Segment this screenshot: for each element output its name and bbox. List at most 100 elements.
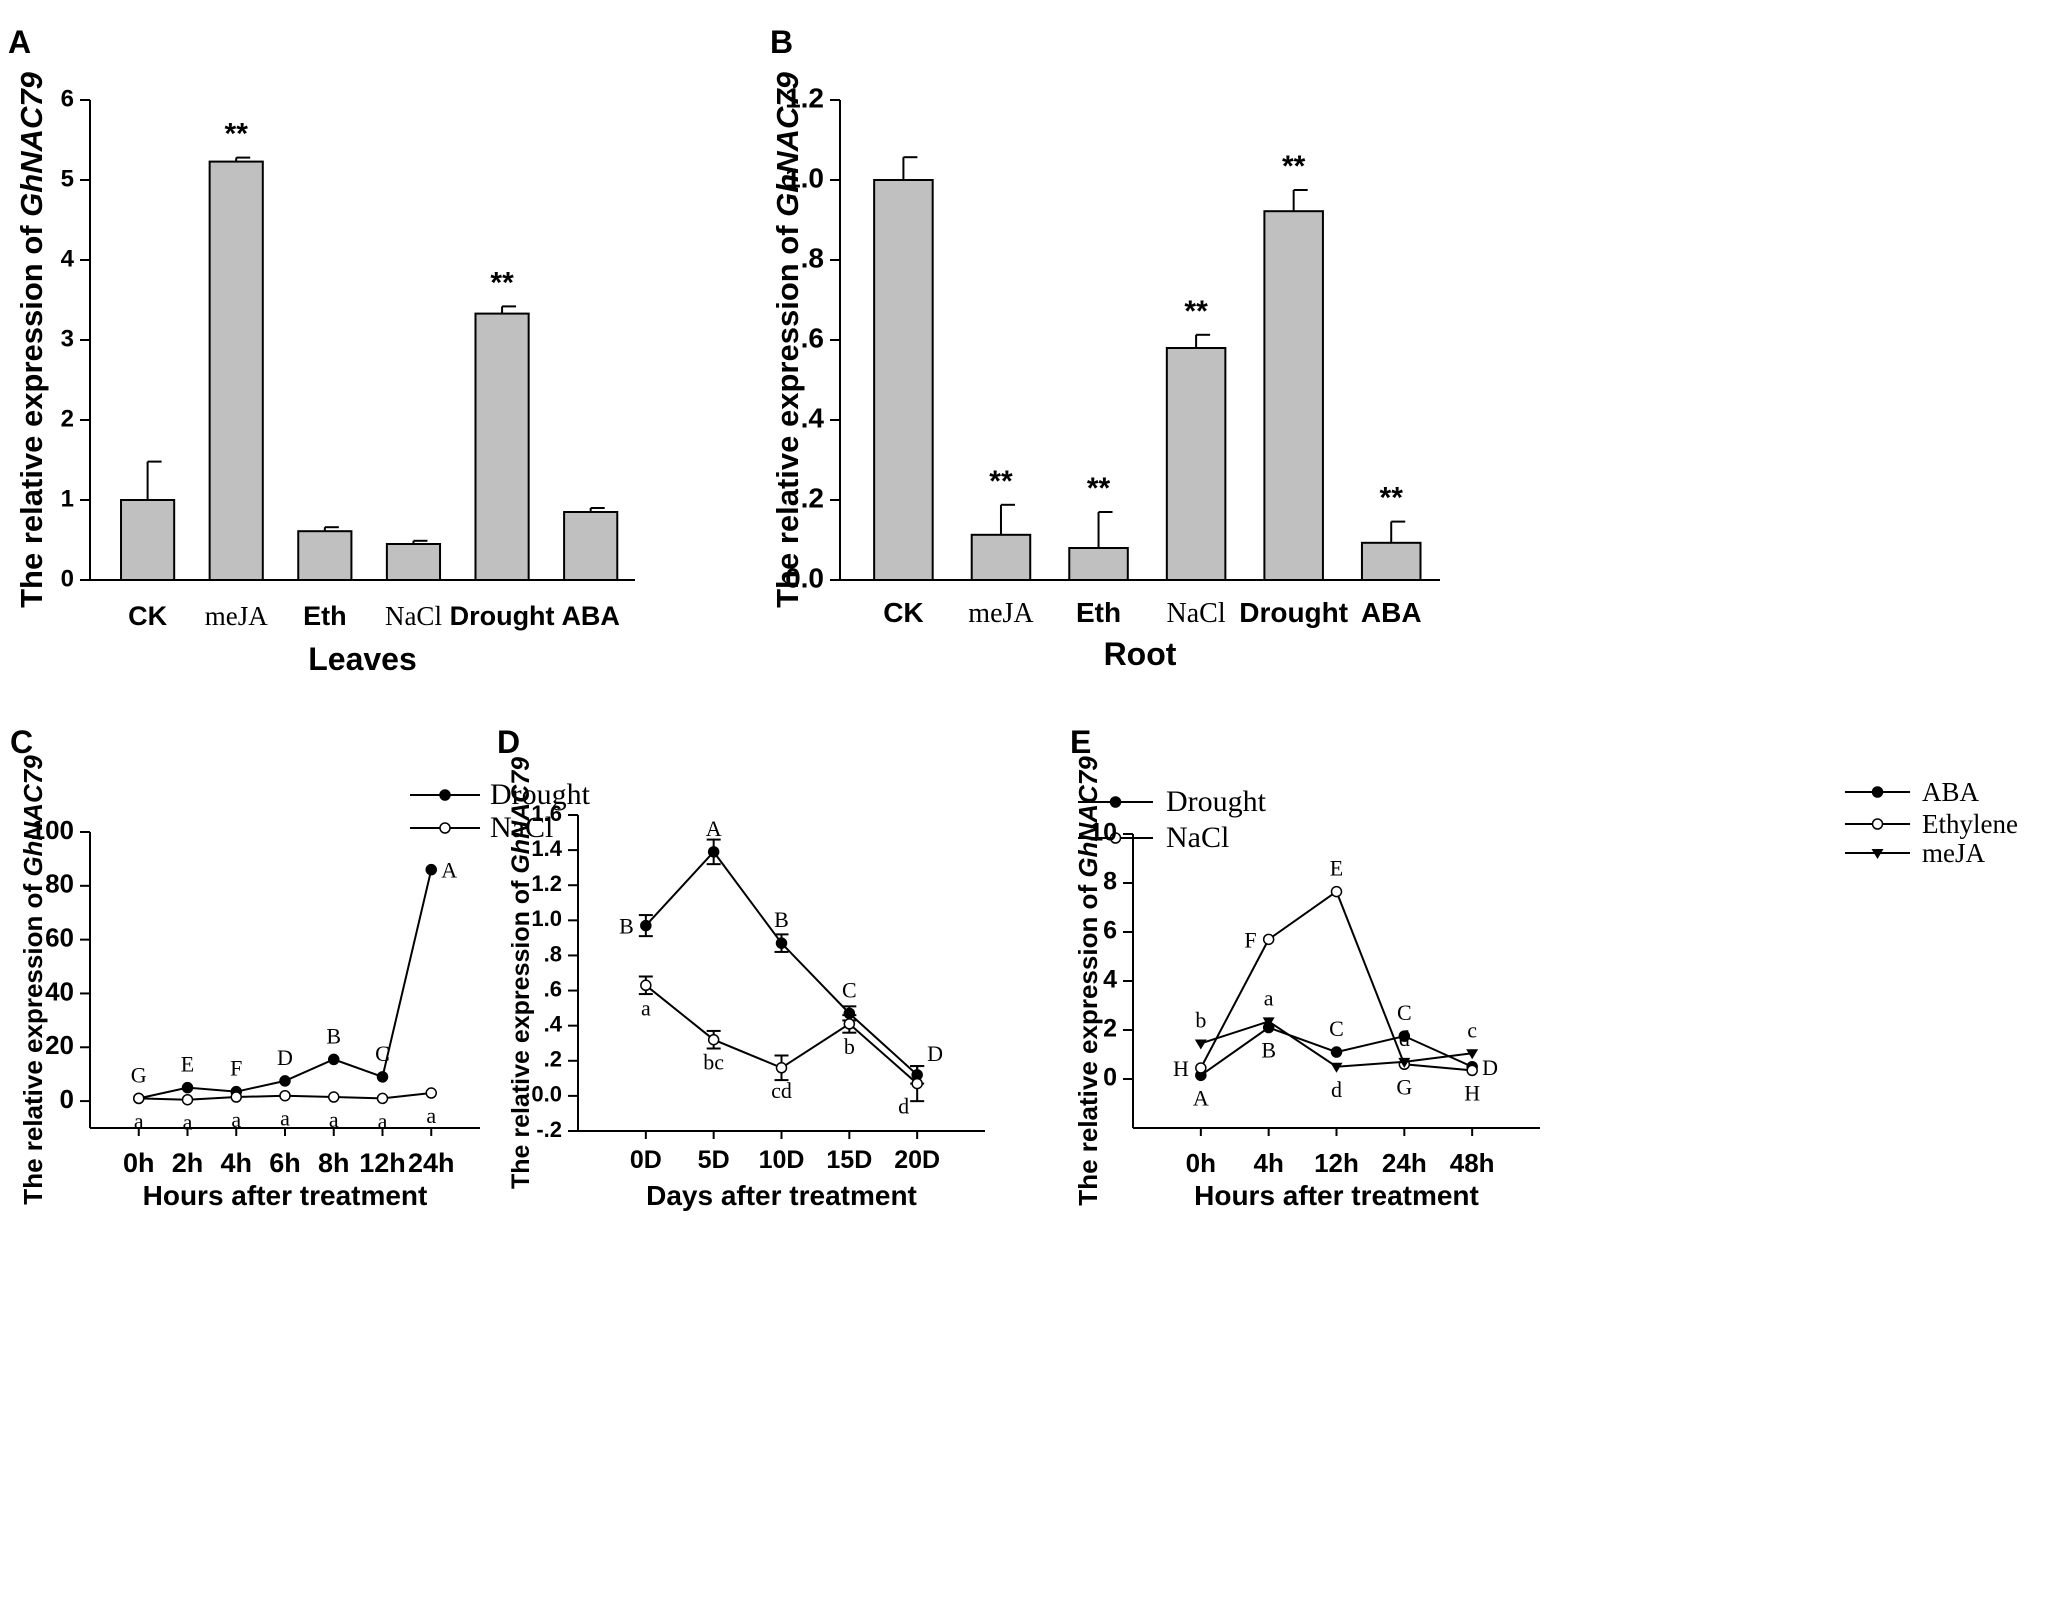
- significance-letter: c: [1467, 1017, 1477, 1042]
- data-point: [1330, 1046, 1343, 1058]
- data-point: [279, 1075, 291, 1087]
- series-drought: B A B C D: [619, 816, 943, 1085]
- bar: [1263, 210, 1324, 581]
- significance-letter: A: [706, 816, 722, 841]
- data-point: [911, 1077, 923, 1090]
- significance-letter: b: [844, 1034, 855, 1059]
- significance-letter: C: [1397, 1000, 1412, 1025]
- y-tick-label: 6: [61, 85, 74, 112]
- x-tick-label: 5D: [698, 1146, 730, 1174]
- x-tick-label: 4h: [1253, 1148, 1283, 1178]
- y-tick-label: 1.2: [785, 82, 824, 113]
- data-point: [1398, 1030, 1411, 1042]
- significance-marker: **: [225, 118, 249, 151]
- y-tick-label: .2: [801, 482, 824, 513]
- y-axis-label-prefix: The relative expression of: [507, 874, 535, 1189]
- x-tick-label: 24h: [408, 1148, 455, 1178]
- x-tick-label: CK: [128, 601, 167, 631]
- y-tick-label: .6: [801, 322, 824, 353]
- y-tick-label: 0.0: [785, 562, 824, 593]
- x-tick-label: meJA: [205, 601, 268, 631]
- legend-label: meJA: [1922, 838, 1985, 868]
- significance-letter: A: [1193, 1085, 1209, 1110]
- significance-letter: C: [1329, 1016, 1344, 1041]
- data-point: [230, 1091, 242, 1103]
- x-tick-label: ABA: [1361, 597, 1422, 628]
- x-tick-label: NaCl: [385, 601, 442, 631]
- significance-letter: b: [1195, 1007, 1206, 1032]
- significance-letter: a: [641, 995, 651, 1020]
- significance-letter: A: [441, 858, 457, 883]
- y-axis-label-gene: GhNAC79: [14, 71, 49, 216]
- data-point: [1398, 1057, 1411, 1068]
- y-tick-label: 4: [1103, 966, 1117, 994]
- data-point: [640, 979, 652, 992]
- panel-label: C: [10, 724, 33, 760]
- significance-letter: E: [1330, 856, 1343, 881]
- data-point: [1109, 832, 1122, 844]
- y-tick-label: 20: [45, 1030, 74, 1060]
- legend-label: ABA: [1922, 777, 1980, 807]
- significance-letter: a: [1264, 985, 1274, 1010]
- y-tick-label: .8: [801, 242, 824, 273]
- y-axis-label: The relative expression of GhNAC79: [1073, 756, 1103, 1206]
- x-tick-label: 10D: [759, 1146, 805, 1174]
- panel-A: A The relative expression of GhNAC79 0 1 2 3 4…: [8, 24, 635, 677]
- legend-label: Drought: [1166, 785, 1267, 818]
- x-tick-label: Drought: [1239, 597, 1348, 628]
- y-tick-label: .4: [544, 1011, 563, 1036]
- x-tick-label: Eth: [1076, 597, 1121, 628]
- legend-label: NaCl: [490, 811, 553, 844]
- y-tick-label: 1.6: [531, 801, 562, 826]
- data-point: [425, 1087, 437, 1099]
- y-axis-label-gene: GhNAC79: [1073, 756, 1103, 878]
- y-axis-label-gene: GhNAC79: [507, 757, 535, 874]
- x-tick-label: NaCl: [1167, 598, 1226, 629]
- panel-label: D: [497, 724, 520, 760]
- y-axis-label: The relative expression of GhNAC79: [14, 71, 49, 608]
- x-tick-label: ABA: [561, 601, 620, 631]
- y-tick-label: 60: [45, 923, 74, 953]
- significance-marker: **: [490, 266, 514, 299]
- data-point: [376, 1092, 389, 1105]
- y-tick-label: 0: [61, 565, 74, 592]
- y-axis-label-prefix: The relative expression of: [14, 217, 49, 608]
- x-tick-label: Eth: [303, 601, 347, 631]
- bar: [385, 543, 442, 581]
- y-tick-label: 3: [61, 325, 74, 352]
- significance-letter: B: [619, 914, 634, 939]
- significance-letter: d: [1399, 1026, 1410, 1051]
- data-point: [425, 863, 437, 876]
- data-point: [1194, 1039, 1207, 1050]
- y-axis-label: The relative expression of GhNAC79: [18, 755, 48, 1205]
- data-point: [1466, 1049, 1479, 1060]
- significance-letter: B: [774, 907, 789, 932]
- data-point: [181, 1081, 194, 1094]
- significance-marker: **: [989, 465, 1013, 498]
- y-axis-label: The relative expression of GhNAC79: [770, 71, 805, 608]
- significance-letter: D: [277, 1045, 293, 1070]
- significance-marker: **: [1380, 482, 1404, 515]
- series-nacl: a bc cd b d: [638, 975, 925, 1119]
- y-tick-label: 2: [61, 405, 74, 432]
- significance-letter: a: [280, 1106, 290, 1131]
- data-point: [328, 1091, 340, 1103]
- data-point: [376, 1071, 389, 1083]
- x-tick-label: 0h: [1186, 1148, 1216, 1178]
- y-tick-label: 4: [61, 245, 75, 272]
- data-point: [1330, 1062, 1343, 1073]
- y-tick-label: -.2: [536, 1117, 562, 1142]
- series-drought: G E F D B C A: [131, 858, 457, 1105]
- x-axis-label: Days after treatment: [646, 1180, 917, 1211]
- y-axis-label-prefix: The relative expression of: [770, 217, 805, 608]
- significance-letter: d: [1331, 1077, 1342, 1102]
- significance-letter: F: [1244, 927, 1256, 952]
- x-tick-label: 6h: [269, 1148, 301, 1178]
- data-point: [707, 1033, 720, 1046]
- bar: [873, 179, 934, 581]
- x-tick-label: meJA: [968, 598, 1034, 629]
- y-axis-label-gene: GhNAC79: [18, 755, 48, 877]
- significance-letter: G: [1396, 1074, 1412, 1099]
